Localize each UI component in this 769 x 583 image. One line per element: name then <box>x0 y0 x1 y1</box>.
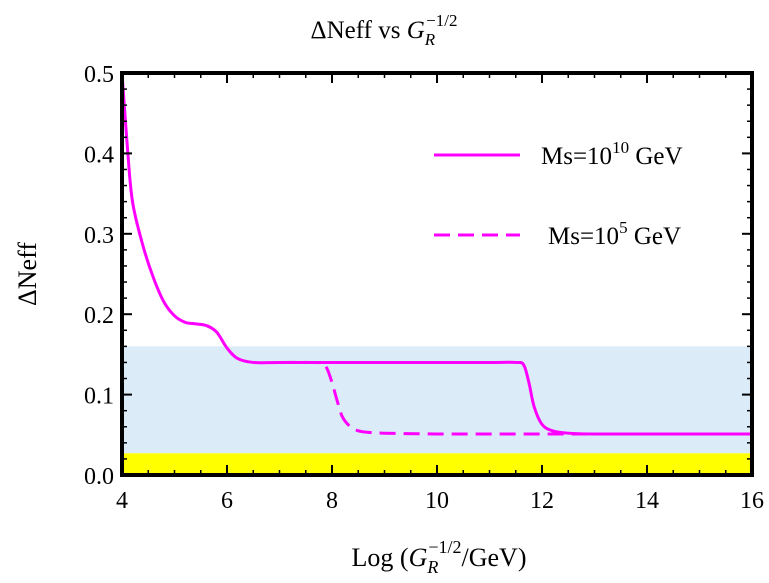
y-tick-label: 0.5 <box>84 62 114 88</box>
x-axis-label: Log (GR−1/2/GeV) <box>352 537 527 577</box>
x-tick-label: 4 <box>116 488 128 514</box>
bands <box>122 346 752 475</box>
legend: Ms=1010 GeV Ms=105 GeV <box>434 138 683 250</box>
series-line-solid <box>122 73 752 436</box>
x-tick-label: 6 <box>221 488 233 514</box>
legend-label: Ms=1010 GeV <box>541 138 683 170</box>
y-tick-label: 0.2 <box>84 303 114 329</box>
x-tick-label: 16 <box>740 488 764 514</box>
x-tick-label: 12 <box>530 488 554 514</box>
yellow-band <box>122 453 752 475</box>
y-tick-label: 0.0 <box>84 464 114 490</box>
x-tick-label: 8 <box>326 488 338 514</box>
x-tick-label: 14 <box>635 488 659 514</box>
series-line-dashed <box>279 360 752 436</box>
legend-label: Ms=105 GeV <box>548 218 681 250</box>
x-tick-label: 10 <box>425 488 449 514</box>
ticks: 4 6 8 10 12 14 16 0.0 0.1 0.2 0.3 0.4 0.5 <box>84 62 764 514</box>
series-group <box>122 73 752 436</box>
y-axis-label: ΔNeff <box>13 242 42 306</box>
y-tick-label: 0.3 <box>84 223 114 249</box>
chart-title: ΔNeff vs GR−1/2 <box>311 11 458 49</box>
y-tick-label: 0.4 <box>84 142 114 168</box>
y-tick-label: 0.1 <box>84 384 114 410</box>
